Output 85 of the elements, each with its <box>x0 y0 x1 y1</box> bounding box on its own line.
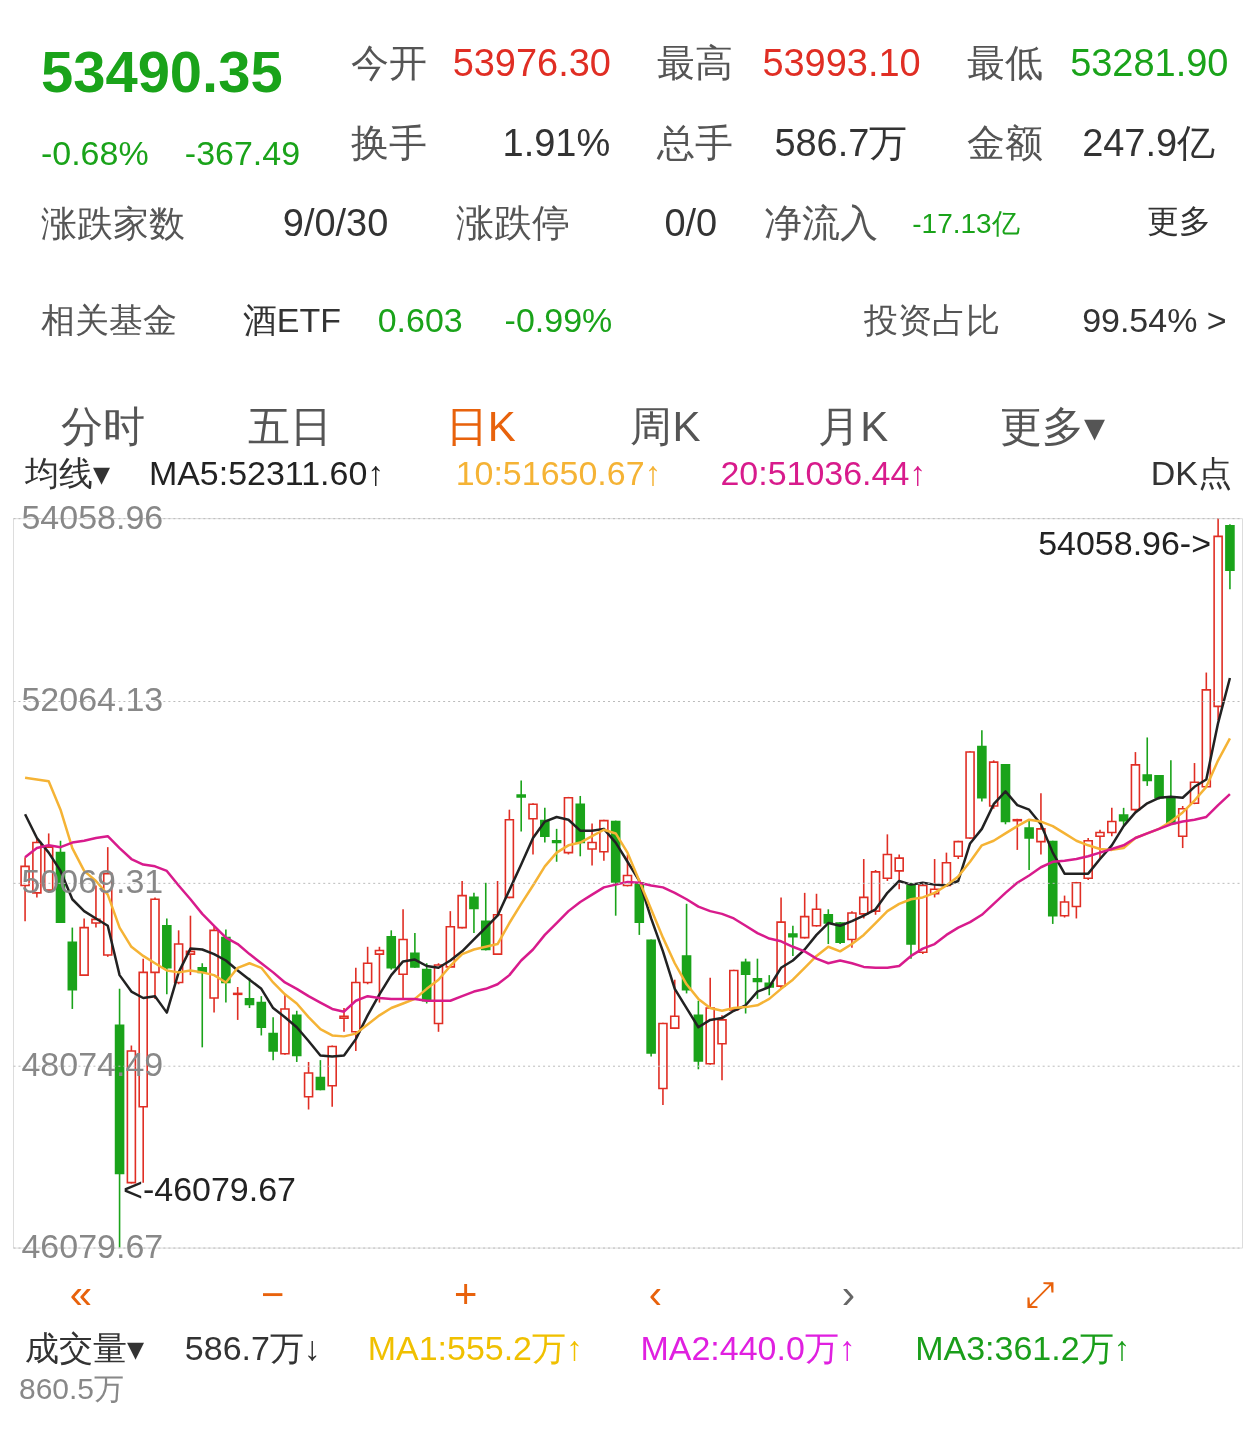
candlestick <box>882 833 893 882</box>
text: 今开 <box>350 42 427 85</box>
candlestick <box>894 853 904 890</box>
candlestick <box>587 822 597 867</box>
text: 五日 <box>247 403 332 451</box>
text: 净流入 <box>764 202 879 245</box>
candlestick <box>551 828 562 863</box>
text: 53993.10 <box>762 42 921 85</box>
candlestick <box>1059 894 1070 919</box>
text: 成交量▾ <box>24 1329 144 1368</box>
text: 日K <box>445 403 516 451</box>
text: 涨跌家数 <box>40 203 185 245</box>
candlestick <box>740 957 751 1015</box>
line-series <box>23 792 1232 1013</box>
line-series <box>23 737 1232 1038</box>
text: MA3:361.2万↑ <box>915 1329 1131 1368</box>
candlestick <box>339 1007 349 1033</box>
annotation: 54058.96-> <box>1038 524 1212 563</box>
text: MA1:555.2万↑ <box>367 1329 583 1368</box>
text: -0.68% <box>40 134 149 173</box>
text: 1.91% <box>502 122 611 165</box>
candlestick <box>268 1016 278 1061</box>
text: -367.49 <box>184 134 301 173</box>
text: 586.7万 <box>774 122 908 165</box>
annotation: <-46079.67 <box>123 1169 296 1208</box>
candlestick <box>669 978 680 1030</box>
text: 更多 <box>1147 203 1212 240</box>
text: MA5:52311.60↑ <box>148 454 385 493</box>
candlestick <box>1095 828 1105 860</box>
y-tick-label: 46079.67 <box>21 1227 164 1266</box>
candlestick <box>858 858 869 920</box>
text: › <box>841 1271 855 1316</box>
text: 0.603 <box>377 301 463 340</box>
candlestick <box>811 892 822 928</box>
candlestick <box>315 1059 326 1092</box>
candlestick <box>1071 881 1082 920</box>
text: 860.5万 <box>18 1372 124 1406</box>
text: 总手 <box>656 122 734 165</box>
y-tick-label: 54058.96 <box>21 497 164 536</box>
y-tick-label: 52064.13 <box>21 680 164 718</box>
candlestick <box>303 1061 314 1111</box>
text: 更多▾ <box>1000 403 1106 451</box>
text: 53281.90 <box>1070 42 1229 85</box>
candlestick <box>752 957 763 1000</box>
text: 9/0/30 <box>282 202 389 245</box>
text: 0/0 <box>664 202 718 245</box>
text: 周K <box>630 403 701 451</box>
text: 20:51036.44↑ <box>720 454 927 493</box>
candlestick <box>374 945 385 1004</box>
text: ⤢ <box>1025 1273 1055 1315</box>
text: 247.9亿 <box>1082 122 1216 165</box>
text: 换手 <box>350 122 427 165</box>
text: -0.99% <box>504 301 613 340</box>
text: 投资占比 <box>863 301 1001 340</box>
text: 月K <box>818 403 889 451</box>
text: 最低 <box>967 42 1044 85</box>
text: 分时 <box>60 403 145 451</box>
text: + <box>453 1271 478 1316</box>
text: 586.7万↓ <box>184 1329 321 1368</box>
text: « <box>69 1271 93 1316</box>
text: DK点 <box>1150 454 1233 493</box>
text: 涨跌停 <box>455 202 570 245</box>
text: 99.54% > <box>1082 301 1227 340</box>
candlestick <box>1107 807 1117 837</box>
candlestick <box>362 945 373 986</box>
text: ‹ <box>648 1271 663 1316</box>
text: 均线▾ <box>23 454 110 493</box>
text: -17.13亿 <box>912 208 1020 240</box>
candlestick <box>528 802 538 856</box>
candlestick <box>516 779 526 833</box>
text: 最高 <box>657 42 734 85</box>
candlestick <box>1142 736 1153 787</box>
candlestick <box>799 892 810 940</box>
text: 酒ETF <box>242 301 341 340</box>
candlestick <box>717 1014 727 1082</box>
text: 53490.35 <box>40 40 283 105</box>
candlestick <box>469 892 479 934</box>
text: 10:51650.67↑ <box>455 454 662 493</box>
candlestick <box>788 924 798 957</box>
text: 相关基金 <box>40 301 177 340</box>
text: MA2:440.0万↑ <box>640 1329 856 1368</box>
text: 金额 <box>967 122 1044 165</box>
text: 53976.30 <box>452 42 611 85</box>
candlestick <box>1024 819 1034 871</box>
text: − <box>261 1271 285 1316</box>
